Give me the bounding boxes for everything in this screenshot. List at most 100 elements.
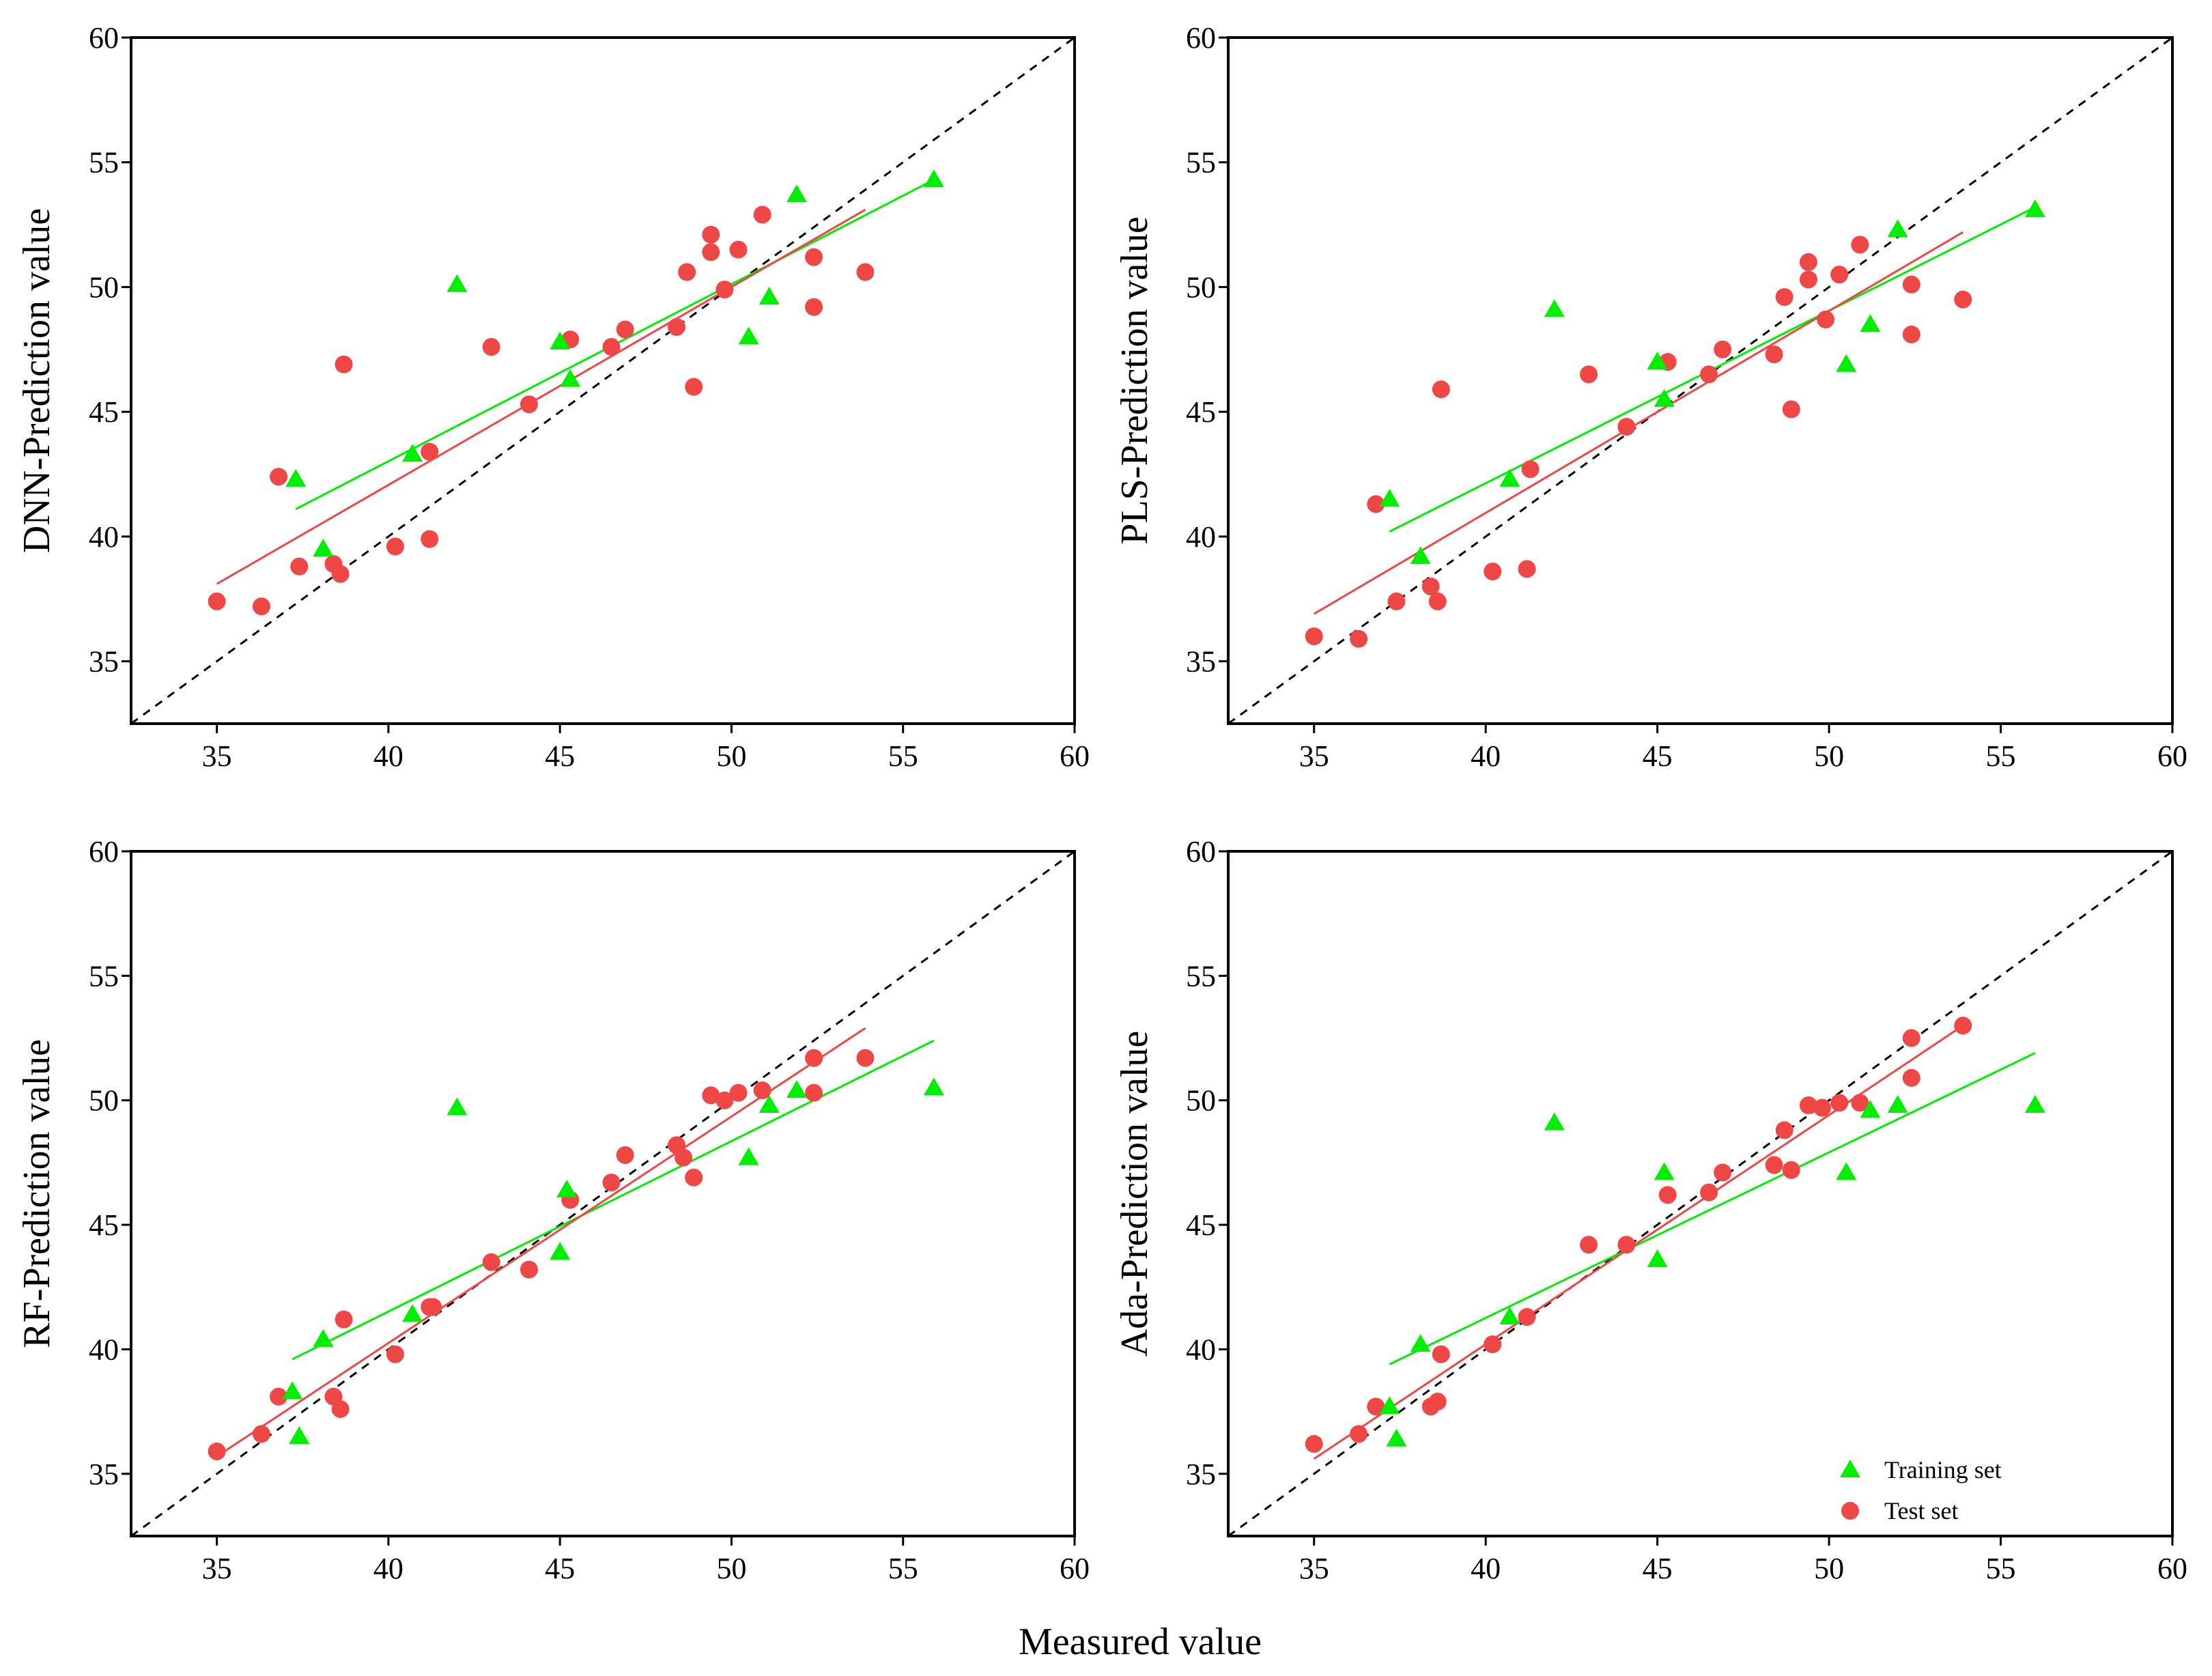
test-point [424, 1298, 442, 1316]
training-fit-line [1389, 1052, 2036, 1365]
test-point [335, 1310, 353, 1329]
test-point [1518, 560, 1536, 578]
plot-frame [130, 850, 1076, 1537]
test-point [1580, 365, 1598, 384]
chart-panel: 35 40 45 50 55 60 35 40 45 50 55 60 DNN-Prediction v… [16, 21, 1090, 773]
x-tick-label: 35 [1299, 1552, 1329, 1585]
training-point [1410, 1334, 1431, 1352]
test-point [520, 395, 538, 414]
y-tick-label: 45 [89, 395, 119, 429]
test-fit-line [216, 208, 866, 585]
x-tick-label: 35 [202, 739, 232, 773]
test-point [1350, 1425, 1368, 1443]
test-point [1765, 345, 1783, 364]
test-point [270, 468, 288, 486]
training-point [1654, 388, 1675, 407]
test-point [702, 225, 720, 244]
training-point [1654, 1162, 1675, 1180]
training-point [1544, 299, 1565, 317]
y-tick-label: 60 [89, 21, 119, 55]
y-tick-label: 50 [89, 270, 119, 304]
test-point [1484, 563, 1502, 581]
y-axis-title: DNN-Prediction value [16, 208, 58, 553]
training-point [313, 1329, 334, 1347]
test-point [421, 530, 439, 548]
test-point [685, 378, 703, 396]
test-point [1714, 340, 1732, 358]
training-point [786, 184, 807, 203]
x-tick-label: 55 [1986, 1552, 2016, 1585]
test-point [1954, 1017, 1972, 1035]
training-point [1379, 1396, 1400, 1415]
y-tick-label: 40 [89, 520, 119, 554]
test-point [1521, 460, 1540, 479]
y-tick-label: 45 [1186, 1208, 1216, 1242]
x-tick-label: 35 [202, 1552, 232, 1585]
x-tick-label: 45 [1643, 739, 1673, 773]
test-point [1851, 236, 1869, 254]
x-tick-label: 55 [888, 1552, 918, 1585]
x-tick-label: 50 [1814, 739, 1844, 773]
training-point [313, 539, 334, 557]
test-point [805, 248, 823, 266]
test-point [616, 320, 634, 339]
plot-frame [1227, 850, 2174, 1537]
test-point [805, 298, 823, 316]
training-point [282, 1381, 303, 1400]
training-point [758, 287, 780, 305]
test-point [1714, 1163, 1732, 1182]
y-tick-label: 55 [89, 959, 119, 993]
test-point [482, 1253, 500, 1271]
training-point [738, 326, 759, 345]
test-point [1902, 275, 1920, 294]
test-point [1580, 1236, 1598, 1254]
training-point [1860, 1100, 1881, 1118]
test-point [1432, 1345, 1450, 1363]
test-point [290, 557, 309, 576]
y-axis-title: Ada-Prediction value [1114, 1031, 1156, 1357]
x-tick-label: 45 [1643, 1552, 1673, 1585]
test-point [1367, 1397, 1385, 1416]
test-point [616, 1146, 634, 1164]
chart-panel: 35 40 45 50 55 60 35 40 45 50 55 60 RF-Prediction va… [16, 835, 1090, 1585]
test-fit-line [216, 1027, 866, 1458]
x-tick-label: 55 [1986, 739, 2016, 773]
training-point [1647, 1249, 1668, 1268]
test-point [805, 1083, 823, 1102]
test-point [753, 205, 771, 224]
x-axis-title: Measured value [1019, 1621, 1262, 1663]
test-point [1782, 400, 1800, 418]
training-point [1860, 314, 1881, 332]
test-point [1428, 592, 1447, 610]
test-point [1617, 1236, 1636, 1254]
training-point [550, 1242, 571, 1260]
y-tick-label: 35 [89, 1458, 119, 1491]
plot-frame [1227, 36, 2174, 725]
test-point [520, 1260, 538, 1279]
x-tick-label: 60 [2157, 739, 2187, 773]
test-point [856, 263, 875, 281]
test-point [715, 1091, 734, 1109]
x-tick-label: 50 [1814, 1552, 1844, 1585]
test-point [678, 263, 696, 281]
x-tick-label: 55 [888, 739, 918, 773]
training-point [1887, 219, 1908, 238]
x-tick-label: 35 [1299, 739, 1329, 773]
x-tick-label: 50 [716, 1552, 746, 1585]
x-tick-label: 40 [373, 739, 403, 773]
training-point [1499, 468, 1520, 487]
test-point [1799, 253, 1817, 271]
x-tick-label: 40 [1471, 1552, 1501, 1585]
test-point [335, 355, 353, 373]
test-point [668, 317, 686, 336]
test-point [1954, 290, 1972, 309]
test-point [805, 1049, 823, 1067]
test-point [856, 1049, 875, 1067]
training-point [446, 274, 468, 292]
test-point [1817, 310, 1835, 328]
training-point [285, 468, 307, 487]
training-point [446, 1097, 468, 1116]
y-tick-label: 50 [1186, 1084, 1216, 1118]
training-point [1544, 1112, 1565, 1131]
training-point [923, 169, 944, 188]
